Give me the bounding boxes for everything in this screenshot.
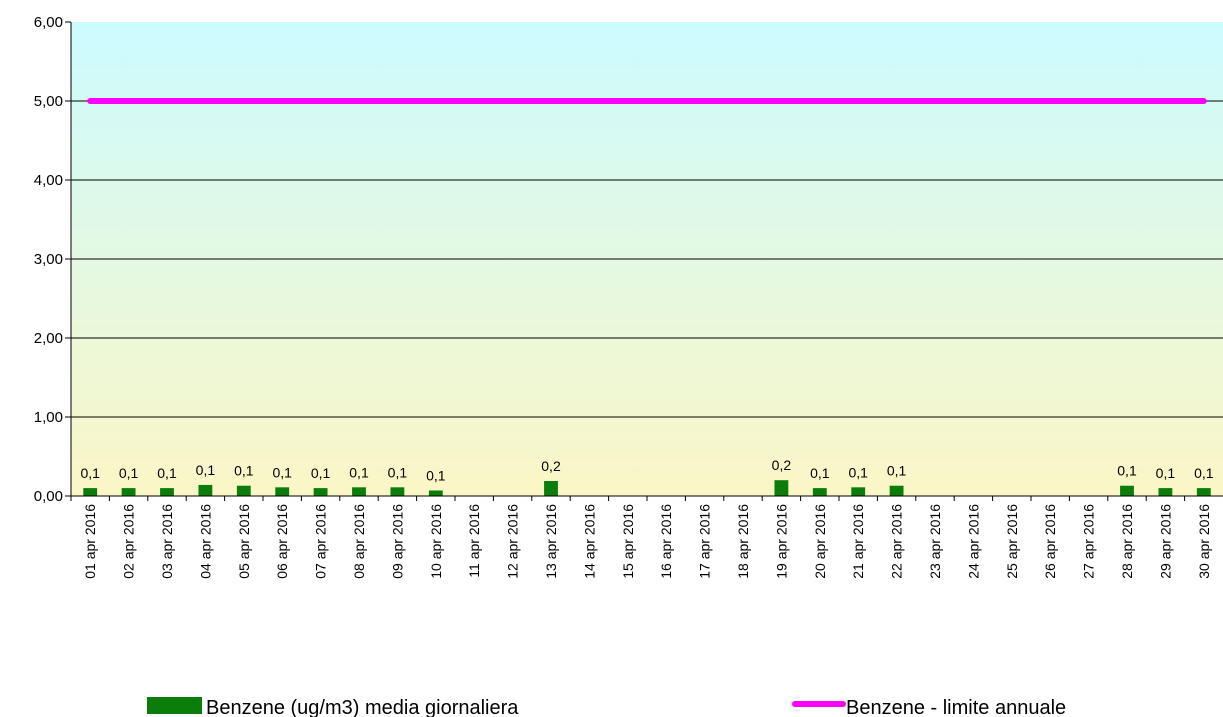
bar	[1158, 488, 1173, 496]
bar	[1196, 488, 1211, 496]
x-tick-label: 10 apr 2016	[428, 504, 444, 579]
data-label: 0,1	[848, 464, 868, 480]
x-tick-label: 27 apr 2016	[1081, 504, 1097, 579]
bar	[544, 480, 558, 496]
x-tick-label: 25 apr 2016	[1004, 504, 1020, 579]
y-tick-label: 1,00	[34, 409, 63, 426]
x-tick-label: 16 apr 2016	[658, 504, 674, 579]
legend: Benzene (ug/m3) media giornaliera Benzen…	[147, 697, 1066, 717]
bar	[160, 488, 174, 496]
x-tick-label: 11 apr 2016	[466, 504, 482, 578]
x-tick-label: 17 apr 2016	[697, 504, 713, 579]
data-label: 0,1	[887, 463, 907, 479]
legend-line-label: Benzene - limite annuale	[846, 697, 1066, 717]
x-tick-label: 09 apr 2016	[389, 504, 405, 579]
bar	[236, 485, 251, 496]
x-tick-label: 05 apr 2016	[236, 504, 252, 579]
data-label: 0,1	[1117, 463, 1137, 479]
y-tick-label: 0,00	[34, 488, 63, 505]
data-label: 0,2	[772, 457, 792, 473]
y-tick-labels: 0,00 1,00 2,00 3,00 4,00 5,00 6,00	[34, 14, 63, 505]
x-tick-label: 28 apr 2016	[1119, 504, 1135, 579]
data-label: 0,1	[1156, 465, 1176, 481]
bar-series	[83, 480, 1211, 496]
y-tick-label: 6,00	[34, 14, 63, 31]
legend-bar-swatch	[147, 697, 202, 714]
data-label: 0,1	[234, 463, 254, 479]
bar	[83, 488, 98, 496]
x-tick-label: 07 apr 2016	[313, 504, 329, 579]
data-label: 0,1	[426, 467, 446, 483]
data-label: 0,2	[541, 458, 561, 474]
x-tick-label: 15 apr 2016	[620, 504, 636, 579]
x-tick-label: 26 apr 2016	[1042, 504, 1058, 579]
data-label: 0,1	[311, 465, 331, 481]
x-tick-label: 08 apr 2016	[351, 504, 367, 579]
x-tick-label: 14 apr 2016	[581, 504, 597, 579]
bar	[774, 480, 789, 496]
x-tick-label: 30 apr 2016	[1196, 504, 1212, 579]
bar	[352, 487, 366, 496]
data-label: 0,1	[388, 464, 408, 480]
x-tick-label: 19 apr 2016	[773, 504, 789, 579]
data-label: 0,1	[1194, 465, 1214, 481]
x-tick-label: 22 apr 2016	[889, 504, 905, 579]
x-tick-label: 04 apr 2016	[197, 504, 213, 579]
bar	[275, 487, 290, 496]
data-label: 0,1	[80, 465, 100, 481]
y-tick-label: 5,00	[34, 93, 63, 110]
data-label: 0,1	[810, 465, 830, 481]
data-label: 0,1	[157, 465, 177, 481]
x-tick-label: 12 apr 2016	[505, 504, 521, 579]
y-tick-label: 4,00	[34, 172, 63, 189]
axes	[65, 21, 1223, 501]
y-tick-label: 3,00	[34, 251, 63, 268]
bar	[121, 488, 136, 496]
x-tick-label: 03 apr 2016	[159, 504, 175, 579]
bar	[812, 488, 827, 496]
bar	[889, 485, 904, 496]
x-tick-label: 01 apr 2016	[82, 504, 98, 579]
legend-bar-label: Benzene (ug/m3) media giornaliera	[206, 697, 519, 717]
x-tick-label: 06 apr 2016	[274, 504, 290, 579]
data-labels: 0,1 0,1 0,1 0,1 0,1 0,1 0,1 0,1 0,1 0,1 0,2 0,2 0,1 0…	[80, 457, 1213, 483]
x-tick-label: 21 apr 2016	[850, 504, 866, 579]
x-tick-label: 29 apr 2016	[1157, 504, 1173, 579]
data-label: 0,1	[272, 464, 292, 480]
x-tick-label: 02 apr 2016	[121, 504, 137, 579]
bar	[390, 487, 405, 496]
gridlines	[71, 100, 1223, 418]
data-label: 0,1	[349, 464, 369, 480]
bar	[851, 487, 866, 496]
x-tick-label: 20 apr 2016	[812, 504, 828, 579]
data-label: 0,1	[196, 462, 216, 478]
x-tick-label: 13 apr 2016	[543, 504, 559, 579]
bar	[198, 484, 213, 496]
bar	[1120, 485, 1134, 496]
x-tick-label: 18 apr 2016	[735, 504, 751, 579]
bar	[313, 488, 328, 496]
bar	[428, 490, 443, 496]
x-tick-labels: 01 apr 2016 02 apr 2016 03 apr 2016 04 apr …	[82, 504, 1212, 579]
x-tick-label: 23 apr 2016	[927, 504, 943, 579]
y-tick-label: 2,00	[34, 330, 63, 347]
data-label: 0,1	[119, 465, 139, 481]
x-tick-label: 24 apr 2016	[965, 504, 981, 579]
